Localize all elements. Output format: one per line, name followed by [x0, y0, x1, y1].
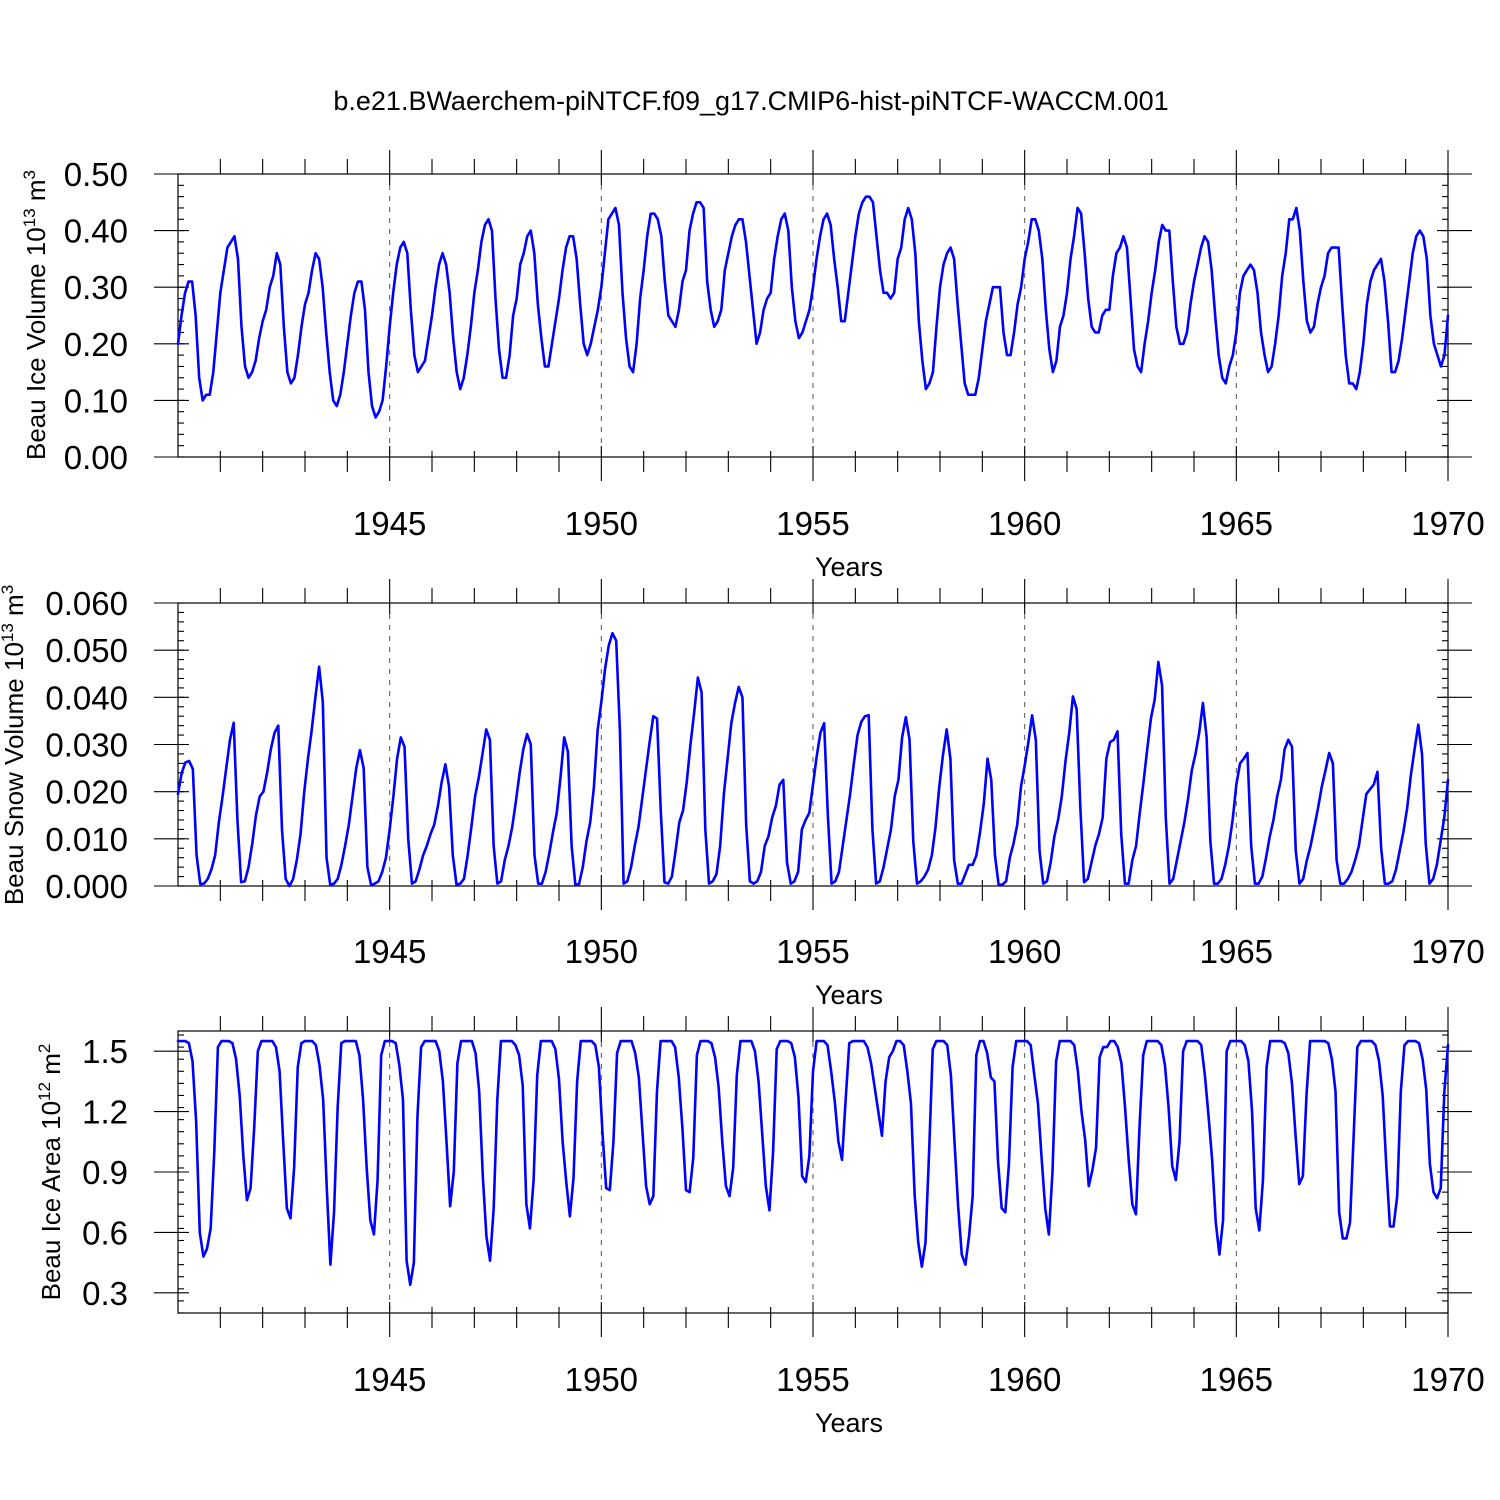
y-label-main: Beau Ice Volume 10: [21, 227, 51, 460]
ice-volume-x-tick-label: 1945: [353, 505, 426, 542]
snow-volume-panel: 0.000 0.010 0.020 0.030 0.040 0.050 0.060 1945 1…: [0, 579, 1485, 1010]
snow-volume-x-tick-label: 1945: [353, 933, 426, 970]
ice-area-y-tick-label: 0.3: [82, 1275, 128, 1312]
figure-title: b.e21.BWaerchem-piNTCF.f09_g17.CMIP6-his…: [333, 86, 1168, 116]
y-label-exponent: 13: [20, 208, 39, 227]
snow-volume-x-tick-label: 1950: [565, 933, 638, 970]
ice-area-x-tick-label: 1970: [1411, 1361, 1484, 1398]
ice-volume-y-tick-label: 0.00: [64, 439, 128, 476]
ice-volume-y-tick-label: 0.30: [64, 269, 128, 306]
snow-volume-series-line: [176, 631, 1450, 888]
ice-volume-x-tick-label: 1955: [776, 505, 849, 542]
ice-volume-y-axis-label: Beau Ice Volume 1013 m3: [20, 170, 51, 460]
ice-volume-y-tick-label: 0.10: [64, 382, 128, 419]
y-label-unit-exponent: 3: [0, 585, 17, 594]
snow-volume-y-tick-label: 0.060: [45, 585, 128, 622]
y-label-unit: m: [21, 179, 51, 208]
ice-area-x-tick-label: 1965: [1200, 1361, 1273, 1398]
snow-volume-x-tick-label: 1960: [988, 933, 1061, 970]
ice-volume-x-tick-label: 1970: [1411, 505, 1484, 542]
y-label-exponent: 12: [35, 1082, 54, 1101]
ice-volume-x-axis-label: Years: [815, 552, 883, 582]
y-label-unit: m: [36, 1053, 66, 1082]
snow-volume-y-tick-label: 0.010: [45, 821, 128, 858]
ice-area-y-tick-label: 1.5: [82, 1033, 128, 1070]
ice-volume-x-tick-label: 1960: [988, 505, 1061, 542]
ice-area-panel: 0.3 0.6 0.9 1.2 1.5 1945 1950 1955 1960 1965 1970 Y…: [35, 1007, 1485, 1438]
snow-volume-y-tick-label: 0.000: [45, 868, 128, 905]
ice-volume-y-tick-label: 0.20: [64, 326, 128, 363]
ice-area-y-tick-label: 1.2: [82, 1094, 128, 1131]
snow-volume-y-tick-label: 0.020: [45, 774, 128, 811]
ice-volume-x-tick-label: 1950: [565, 505, 638, 542]
y-label-unit-exponent: 2: [35, 1044, 54, 1053]
snow-volume-y-axis-label: Beau Snow Volume 1013 m3: [0, 585, 29, 905]
ice-volume-panel: 0.00 0.10 0.20 0.30 0.40 0.50 1945 1950 1955 1960…: [20, 150, 1485, 582]
y-label-unit-exponent: 3: [20, 170, 39, 179]
ice-area-x-tick-label: 1950: [565, 1361, 638, 1398]
y-label-exponent: 13: [0, 623, 17, 642]
ice-area-x-tick-label: 1955: [776, 1361, 849, 1398]
snow-volume-x-tick-label: 1970: [1411, 933, 1484, 970]
y-label-unit: m: [0, 594, 29, 623]
snow-volume-y-tick-label: 0.030: [45, 727, 128, 764]
ice-volume-x-tick-label: 1965: [1200, 505, 1273, 542]
snow-volume-x-axis-label: Years: [815, 980, 883, 1010]
ice-volume-plot-frame: [177, 173, 1449, 458]
snow-volume-x-tick-label: 1965: [1200, 933, 1273, 970]
ice-area-y-tick-label: 0.9: [82, 1154, 128, 1191]
ice-area-series-line: [176, 1039, 1450, 1287]
ice-area-x-tick-label: 1960: [988, 1361, 1061, 1398]
snow-volume-y-tick-label: 0.050: [45, 632, 128, 669]
ice-volume-y-tick-label: 0.50: [64, 156, 128, 193]
ice-area-y-axis-label: Beau Ice Area 1012 m2: [35, 1044, 66, 1301]
ice-volume-y-tick-label: 0.40: [64, 213, 128, 250]
ice-area-y-tick-label: 0.6: [82, 1214, 128, 1251]
y-label-main: Beau Ice Area 10: [36, 1101, 66, 1300]
ice-area-x-axis-label: Years: [815, 1408, 883, 1438]
ice-volume-series-line: [176, 195, 1450, 419]
snow-volume-plot-frame: [177, 602, 1449, 887]
snow-volume-y-tick-label: 0.040: [45, 679, 128, 716]
y-label-main: Beau Snow Volume 10: [0, 642, 29, 905]
snow-volume-x-tick-label: 1955: [776, 933, 849, 970]
ice-area-x-tick-label: 1945: [353, 1361, 426, 1398]
